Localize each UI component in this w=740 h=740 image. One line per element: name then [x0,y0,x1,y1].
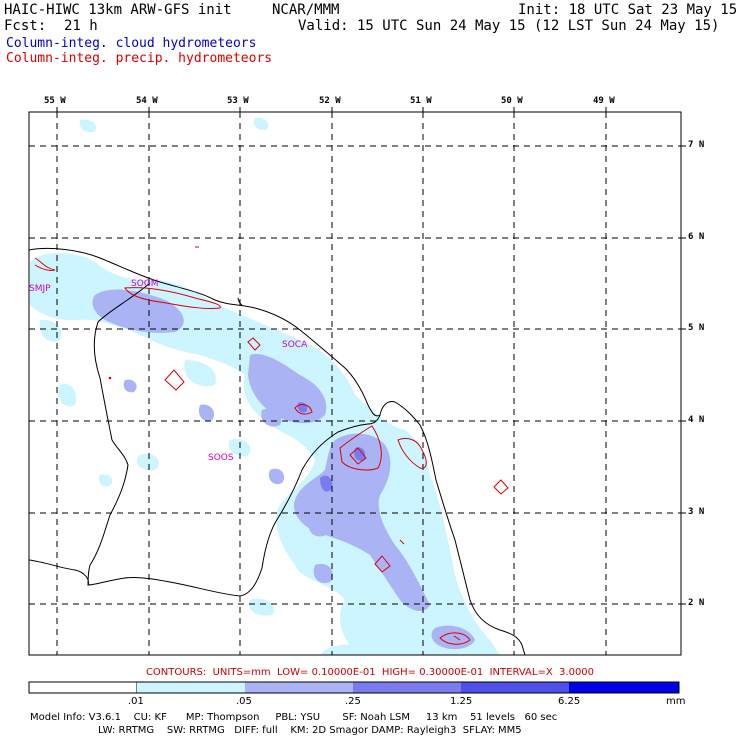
init-time: Init: 18 UTC Sat 23 May 15 [518,2,738,18]
lat-lon-grid [29,112,681,655]
colorbar-label-1: .05 [236,696,252,707]
lon-label-54w: 54 W [136,96,158,106]
lon-label-50w: 50 W [501,96,523,106]
lon-label-51w: 51 W [410,96,432,106]
model-info-line1: Model Info: V3.6.1 CU: KF MP: Thompson P… [30,712,558,723]
lat-label-7n: 7 N [688,140,705,150]
lon-label-49w: 49 W [593,96,615,106]
contour-info: CONTOURS: UNITS=mm LOW= 0.10000E-01 HIGH… [145,667,595,678]
lat-label-3n: 3 N [688,507,705,517]
legend-precip-hydrometeors: Column-integ. precip. hydrometeors [6,51,273,66]
lat-label-6n: 6 N [688,232,705,242]
lon-label-55w: 55 W [44,96,66,106]
station-sogm: SOGM [131,279,159,289]
lat-label-4n: 4 N [688,415,705,425]
colorbar-label-4: 6.25 [558,696,581,707]
colorbar-label-3: 1.25 [450,696,473,707]
misc-dots [108,376,112,380]
forecast-label: Fcst: [4,18,47,34]
station-soca: SOCA [282,340,308,350]
lon-label-53w: 53 W [227,96,249,106]
model-info-line2: LW: RRTMG SW: RRTMG DIFF: full KM: 2D Sm… [98,725,522,736]
colorbar-label-0: .01 [128,696,144,707]
valid-time: Valid: 15 UTC Sun 24 May 15 (12 LST Sun … [298,18,720,34]
institution-label: NCAR/MMM [272,2,340,18]
station-smjp: SMJP [29,284,51,294]
lon-label-52w: 52 W [319,96,341,106]
legend-cloud-hydrometeors: Column-integ. cloud hydrometeors [6,36,257,51]
precip-contours [34,246,509,645]
colorbar-units: mm [666,696,686,707]
lat-label-5n: 5 N [688,323,705,333]
coastline [29,247,526,655]
colorbar [28,681,680,694]
lat-label-2n: 2 N [688,598,705,608]
map-frame [28,111,682,656]
plot-title: HAIC-HIWC 13km ARW-GFS init [4,2,232,18]
forecast-hour: 21 h [64,18,98,34]
station-soos: SOOS [208,453,234,463]
colorbar-label-2: .25 [345,696,361,707]
